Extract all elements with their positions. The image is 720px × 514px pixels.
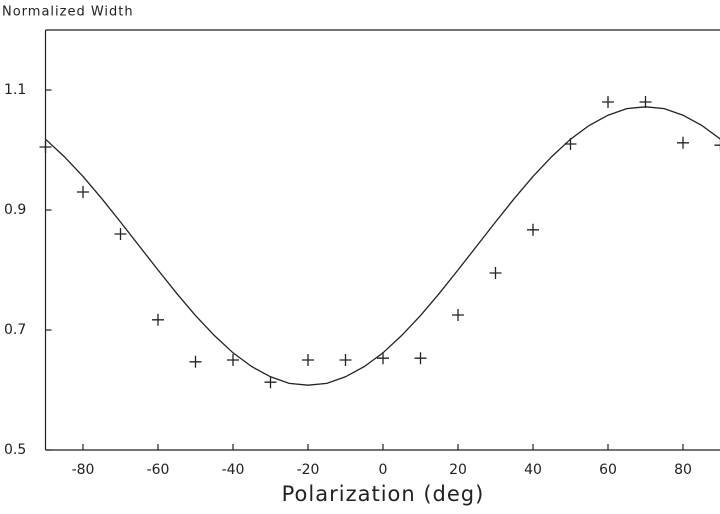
data-point	[152, 313, 164, 326]
data-point	[489, 267, 502, 279]
data-point	[639, 96, 652, 108]
y-tick-label: 0.9	[4, 202, 26, 218]
data-point	[602, 96, 614, 108]
x-tick-label: 60	[599, 462, 617, 478]
data-point	[452, 309, 464, 321]
x-tick-label: -20	[297, 462, 320, 478]
x-axis-title: Polarization (deg)	[282, 482, 485, 506]
data-point	[264, 376, 277, 389]
data-point	[189, 355, 202, 368]
data-point	[39, 141, 52, 153]
x-tick-label: 0	[379, 462, 388, 478]
data-point	[377, 352, 389, 365]
x-tick-label: 80	[674, 462, 692, 478]
data-point	[114, 228, 127, 240]
x-tick-label: 20	[449, 462, 467, 478]
x-tick-label: -40	[222, 462, 245, 478]
fit-line	[45, 106, 720, 386]
y-axis-title: Normalized Width	[2, 5, 134, 20]
data-point	[677, 136, 689, 149]
y-tick-label: 0.5	[4, 442, 26, 458]
data-point	[77, 186, 89, 198]
data-point	[714, 139, 720, 152]
data-point	[414, 352, 427, 365]
x-tick-label: -60	[147, 462, 170, 478]
data-point	[339, 354, 352, 366]
x-tick-label: -80	[72, 462, 95, 478]
y-tick-label: 1.1	[4, 82, 26, 98]
x-tick-label: 40	[524, 462, 542, 478]
data-point	[302, 354, 314, 366]
y-tick-label: 0.7	[4, 322, 26, 338]
data-point	[227, 354, 239, 366]
data-point	[527, 223, 539, 236]
